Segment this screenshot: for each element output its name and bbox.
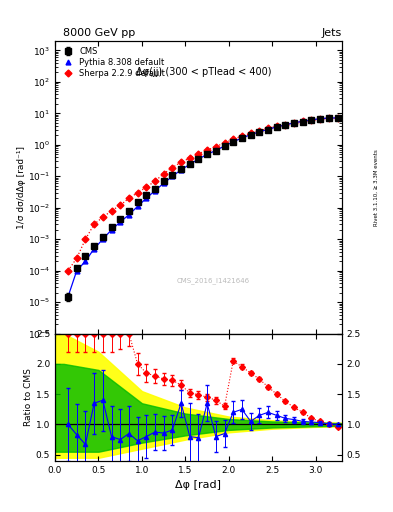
Pythia 8.308 default: [179, 167, 184, 173]
Pythia 8.308 default: [240, 135, 244, 141]
Sherpa 2.2.9 default: [170, 164, 175, 170]
Line: Pythia 8.308 default: Pythia 8.308 default: [66, 115, 340, 299]
Y-axis label: 1/σ dσ/dΔφ [rad⁻¹]: 1/σ dσ/dΔφ [rad⁻¹]: [17, 146, 26, 229]
Sherpa 2.2.9 default: [101, 214, 105, 220]
Sherpa 2.2.9 default: [152, 178, 157, 184]
Text: CMS_2016_I1421646: CMS_2016_I1421646: [176, 278, 250, 284]
Pythia 8.308 default: [144, 195, 149, 201]
Pythia 8.308 default: [213, 147, 218, 154]
Sherpa 2.2.9 default: [231, 136, 235, 142]
Line: Sherpa 2.2.9 default: Sherpa 2.2.9 default: [66, 115, 340, 273]
Pythia 8.308 default: [266, 126, 270, 133]
Sherpa 2.2.9 default: [300, 118, 305, 124]
Sherpa 2.2.9 default: [127, 195, 131, 201]
Legend: CMS, Pythia 8.308 default, Sherpa 2.2.9 default: CMS, Pythia 8.308 default, Sherpa 2.2.9 …: [59, 45, 167, 80]
Pythia 8.308 default: [300, 118, 305, 124]
Pythia 8.308 default: [109, 227, 114, 233]
Sherpa 2.2.9 default: [66, 268, 70, 274]
Sherpa 2.2.9 default: [187, 155, 192, 161]
Pythia 8.308 default: [118, 219, 123, 225]
Text: 8000 GeV pp: 8000 GeV pp: [63, 28, 135, 38]
Pythia 8.308 default: [222, 143, 227, 149]
Pythia 8.308 default: [162, 180, 166, 186]
Sherpa 2.2.9 default: [196, 151, 201, 157]
Sherpa 2.2.9 default: [135, 189, 140, 196]
Pythia 8.308 default: [135, 203, 140, 209]
Pythia 8.308 default: [248, 132, 253, 138]
Y-axis label: Ratio to CMS: Ratio to CMS: [24, 368, 33, 426]
Sherpa 2.2.9 default: [274, 123, 279, 130]
Sherpa 2.2.9 default: [327, 115, 331, 121]
Pythia 8.308 default: [92, 246, 97, 252]
Sherpa 2.2.9 default: [162, 170, 166, 177]
Text: Rivet 3.1.10, ≥ 3.3M events: Rivet 3.1.10, ≥ 3.3M events: [374, 149, 379, 226]
Pythia 8.308 default: [292, 120, 296, 126]
Pythia 8.308 default: [309, 117, 314, 123]
Pythia 8.308 default: [101, 236, 105, 242]
Sherpa 2.2.9 default: [257, 127, 262, 134]
Pythia 8.308 default: [127, 211, 131, 218]
Sherpa 2.2.9 default: [335, 115, 340, 121]
Sherpa 2.2.9 default: [222, 140, 227, 146]
Pythia 8.308 default: [318, 116, 323, 122]
Pythia 8.308 default: [283, 122, 288, 128]
Sherpa 2.2.9 default: [205, 147, 209, 153]
Sherpa 2.2.9 default: [292, 120, 296, 126]
Pythia 8.308 default: [196, 156, 201, 162]
Pythia 8.308 default: [231, 139, 235, 145]
Sherpa 2.2.9 default: [179, 159, 184, 165]
Sherpa 2.2.9 default: [318, 116, 323, 122]
Pythia 8.308 default: [205, 151, 209, 157]
Sherpa 2.2.9 default: [248, 131, 253, 137]
Sherpa 2.2.9 default: [92, 221, 97, 227]
Sherpa 2.2.9 default: [74, 255, 79, 261]
Text: Jets: Jets: [321, 28, 342, 38]
Pythia 8.308 default: [327, 115, 331, 121]
Sherpa 2.2.9 default: [118, 202, 123, 208]
Pythia 8.308 default: [74, 268, 79, 274]
Sherpa 2.2.9 default: [144, 184, 149, 190]
Pythia 8.308 default: [83, 258, 88, 264]
Pythia 8.308 default: [152, 187, 157, 194]
Sherpa 2.2.9 default: [83, 236, 88, 242]
Sherpa 2.2.9 default: [109, 208, 114, 214]
Sherpa 2.2.9 default: [309, 117, 314, 123]
Sherpa 2.2.9 default: [266, 125, 270, 132]
Sherpa 2.2.9 default: [283, 121, 288, 127]
Pythia 8.308 default: [187, 161, 192, 167]
Sherpa 2.2.9 default: [213, 143, 218, 150]
Sherpa 2.2.9 default: [240, 133, 244, 139]
Text: Δφ(jj) (300 < pTlead < 400): Δφ(jj) (300 < pTlead < 400): [136, 67, 272, 77]
Pythia 8.308 default: [257, 129, 262, 135]
Pythia 8.308 default: [66, 293, 70, 300]
Pythia 8.308 default: [335, 115, 340, 121]
X-axis label: Δφ [rad]: Δφ [rad]: [175, 480, 222, 490]
Pythia 8.308 default: [170, 173, 175, 179]
Pythia 8.308 default: [274, 124, 279, 130]
